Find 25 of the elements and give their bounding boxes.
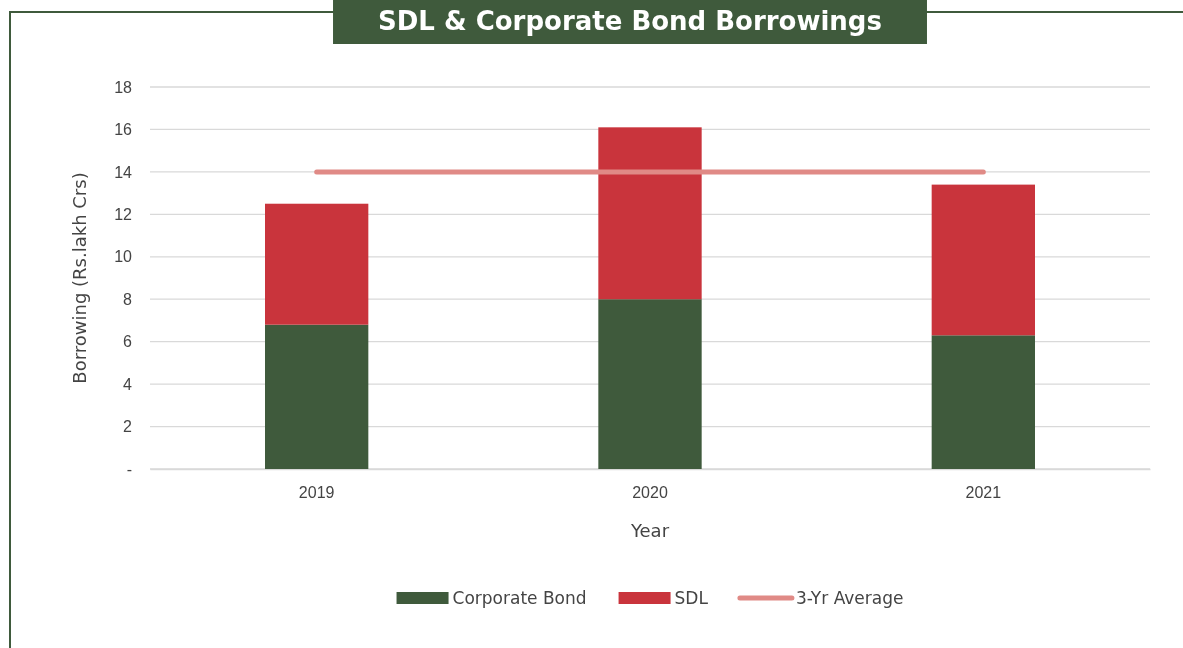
y-tick-label: 6 <box>123 333 133 351</box>
x-tick-label: 2019 <box>298 484 335 502</box>
y-tick-label: 4 <box>123 375 133 393</box>
bar <box>931 184 1035 336</box>
legend-label: 3-Yr Average <box>795 588 904 608</box>
bar <box>931 335 1035 469</box>
x-axis-title: Year <box>629 520 670 541</box>
bar <box>598 299 702 469</box>
x-tick-label: 2020 <box>632 484 668 502</box>
y-axis-title: Borrowing (Rs.lakh Crs) <box>69 172 90 384</box>
bar <box>598 127 702 300</box>
y-tick-label: 10 <box>114 248 133 266</box>
y-tick-label: 8 <box>123 290 133 308</box>
x-tick-label: 2021 <box>965 484 1002 502</box>
y-tick-label: 18 <box>114 78 133 96</box>
y-tick-label: 2 <box>123 418 133 436</box>
legend-label: Corporate Bond <box>452 588 587 608</box>
bar <box>265 324 369 469</box>
legend-label: SDL <box>674 588 709 608</box>
chart-title: SDL & Corporate Bond Borrowings <box>378 6 882 36</box>
bar <box>265 203 369 325</box>
y-tick-label: 12 <box>114 205 133 223</box>
y-tick-label: 14 <box>114 163 133 181</box>
y-tick-label: 16 <box>114 121 133 139</box>
y-tick-label: - <box>126 460 132 478</box>
